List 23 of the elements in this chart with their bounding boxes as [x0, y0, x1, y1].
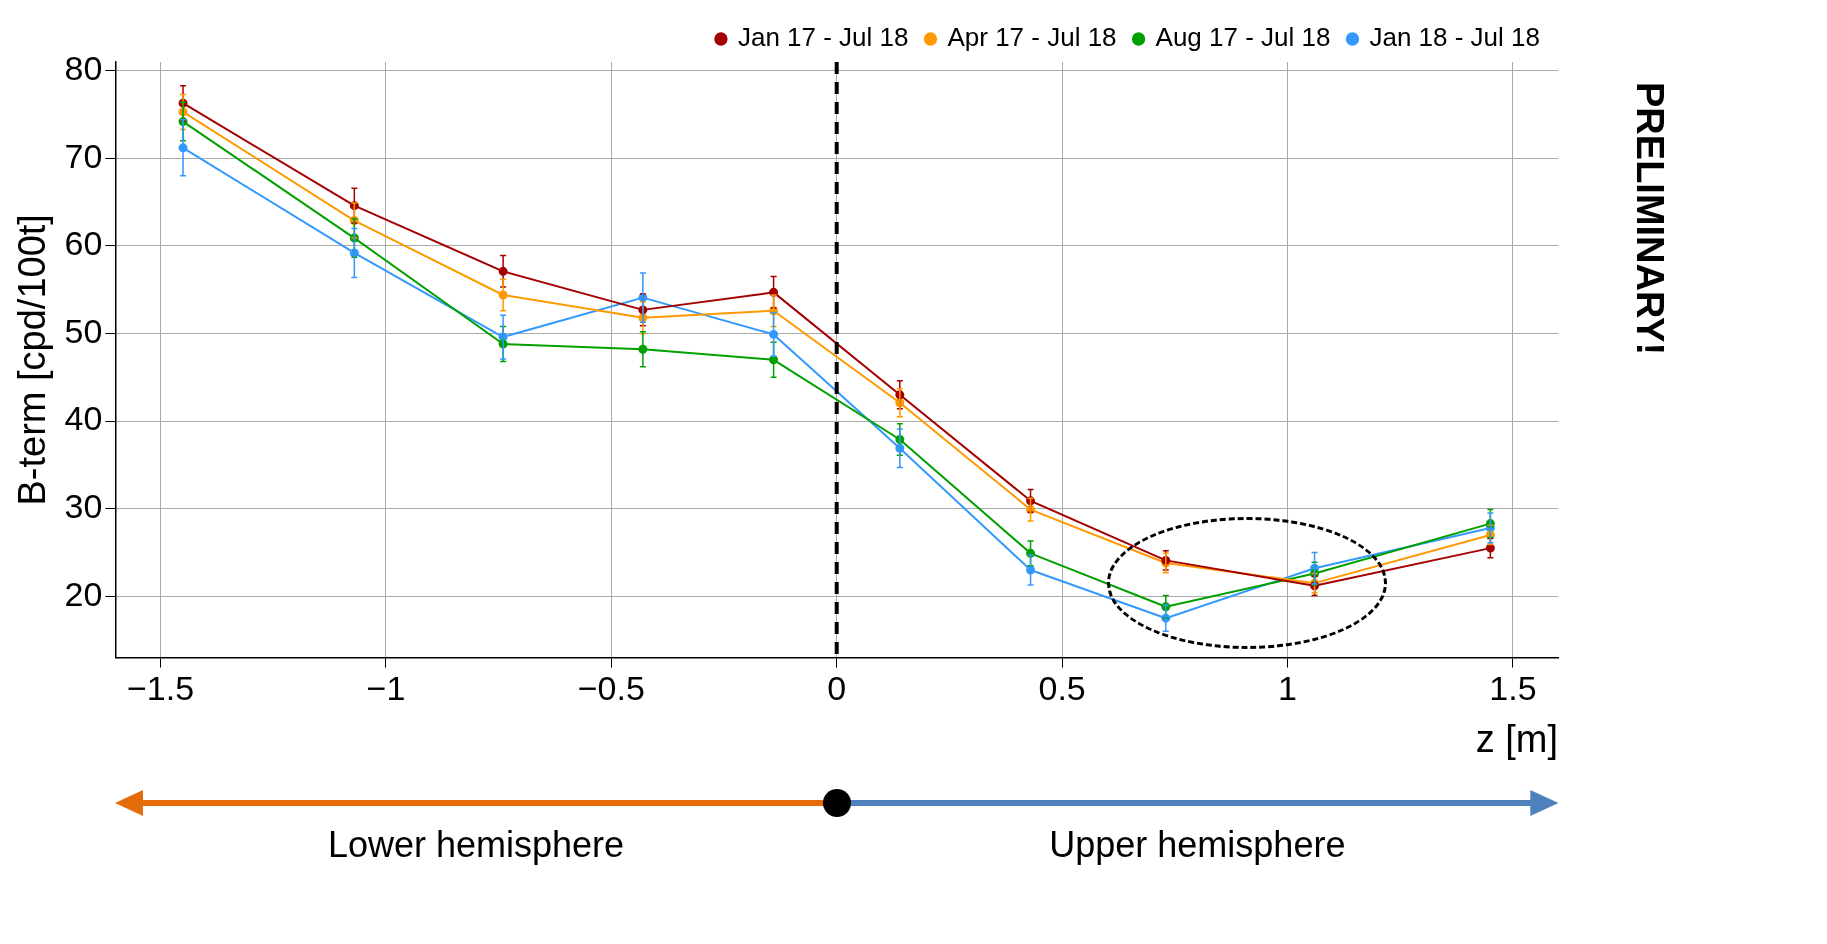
legend-label: Jan 17 - Jul 18 — [737, 22, 909, 53]
text: Lower hemisphere — [326, 824, 626, 866]
x-tick-label: −0.5 — [577, 669, 645, 708]
y-tick-label: 50 — [64, 311, 103, 350]
x-tick-label: 1 — [1278, 669, 1297, 708]
legend-label: Apr 17 - Jul 18 — [947, 22, 1117, 53]
text: PRELIMINARY! — [1628, 82, 1671, 356]
legend-label: Jan 18 - Jul 18 — [1369, 22, 1541, 53]
text: Upper hemisphere — [1048, 824, 1347, 866]
y-axis-title: B-term [cpd/100t] — [11, 214, 54, 506]
y-tick-label: 80 — [64, 49, 103, 88]
x-tick-label: 1.5 — [1489, 669, 1537, 708]
x-tick-label: 0.5 — [1038, 669, 1086, 708]
legend-label: Aug 17 - Jul 18 — [1155, 22, 1331, 53]
y-tick-label: 60 — [64, 224, 103, 263]
x-tick-label: −1 — [366, 669, 406, 708]
y-tick-label: 30 — [64, 487, 103, 526]
x-tick-label: 0 — [827, 669, 847, 708]
x-tick-label: −1.5 — [126, 669, 195, 708]
y-tick-label: 20 — [64, 574, 103, 613]
y-tick-label: 70 — [64, 136, 103, 175]
x-axis-title: z [m] — [1475, 717, 1558, 760]
y-tick-label: 40 — [64, 399, 103, 438]
